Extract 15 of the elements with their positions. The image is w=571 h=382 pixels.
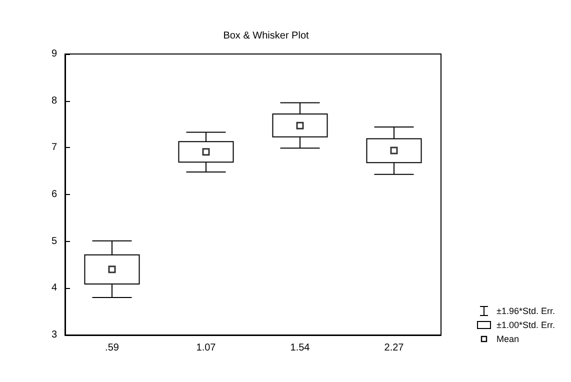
text: Mean — [496, 334, 520, 344]
x-tick-label: .59 — [105, 342, 120, 354]
y-tick-label: 5 — [51, 236, 58, 247]
text: ±1.00*Std. Err. — [496, 320, 555, 330]
x-tick-label: 1.07 — [196, 342, 216, 354]
y-tick-label: 9 — [51, 48, 58, 60]
y-tick-label: 6 — [51, 189, 58, 200]
y-tick-label: 7 — [51, 142, 58, 154]
x-tick-label: 1.54 — [290, 342, 310, 354]
y-tick-label: 4 — [51, 282, 58, 294]
y-tick-label: 3 — [51, 330, 58, 340]
x-tick-label: 2.27 — [384, 342, 404, 354]
legend-label: ±1.96*Std. Err. — [496, 306, 555, 316]
y-tick-label: 8 — [51, 95, 58, 106]
chart-title: Box & Whisker Plot — [223, 30, 310, 42]
